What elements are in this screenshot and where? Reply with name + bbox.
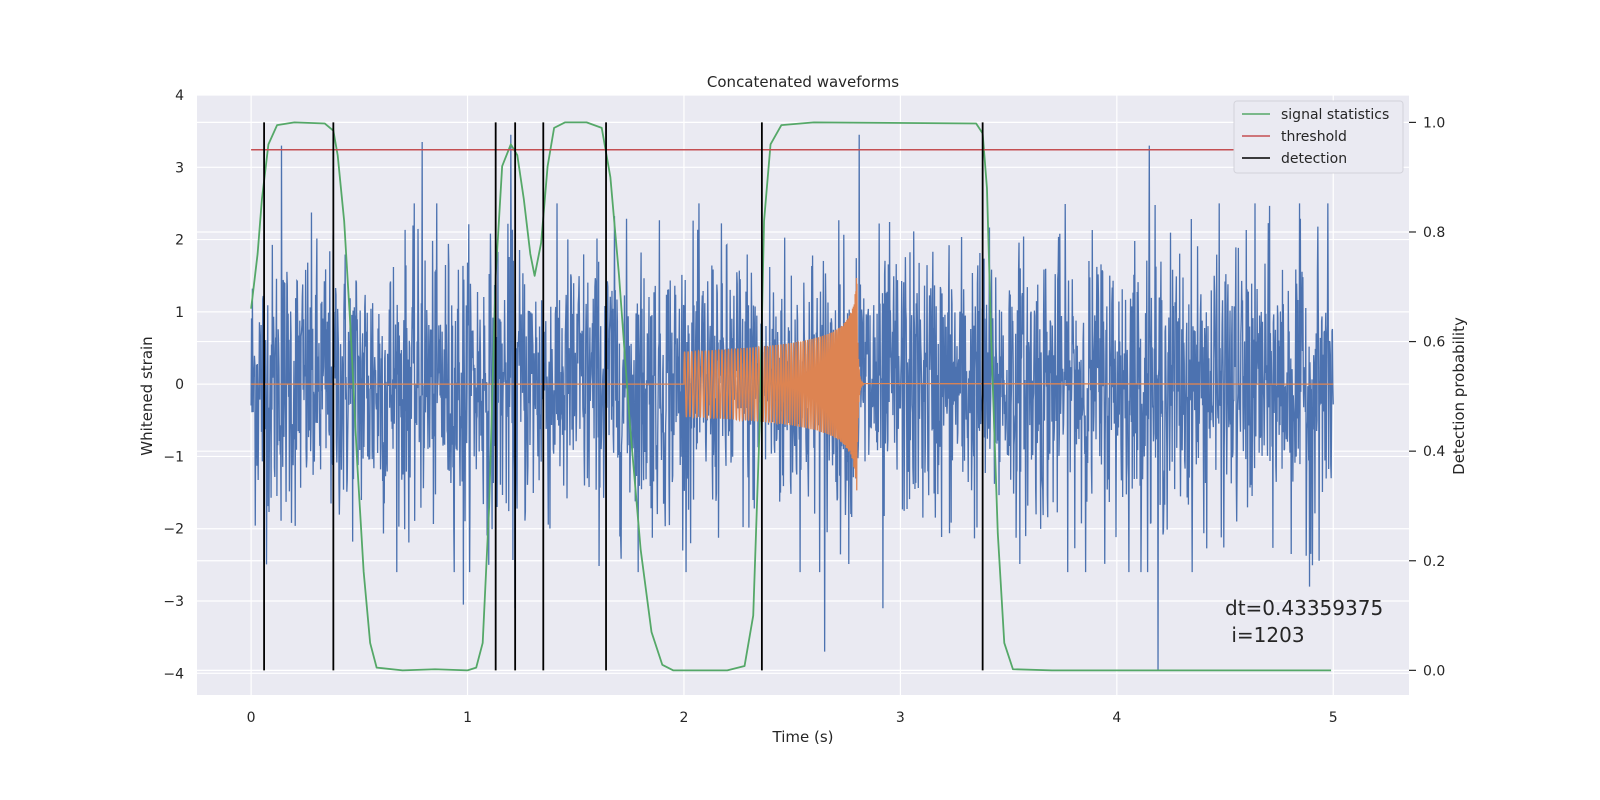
x-axis-label: Time (s) [772, 728, 834, 746]
statistic-series [250, 121, 1332, 672]
y-tick-label: 0 [175, 377, 184, 393]
y2-axis-ticks: 0.0 0.2 0.4 0.6 0.8 1.0 [1409, 115, 1445, 679]
x-tick-label: 2 [680, 710, 689, 726]
legend: signal statistics threshold detection [1233, 100, 1404, 174]
x-tick-label: 0 [247, 710, 256, 726]
signal-statistics-line [250, 121, 1332, 672]
x-axis-ticks: 0 1 2 3 4 5 [247, 710, 1338, 726]
legend-label-detection: detection [1281, 151, 1347, 167]
y-tick-label: 1 [175, 305, 184, 321]
y-tick-label: −2 [163, 522, 184, 538]
y2-tick-label: 0.4 [1423, 444, 1445, 460]
legend-label-signal-statistics: signal statistics [1281, 107, 1389, 123]
y-tick-label: 2 [175, 233, 184, 249]
x-tick-label: 3 [896, 710, 905, 726]
y2-tick-label: 1.0 [1423, 115, 1445, 131]
waveform-series [251, 277, 1334, 491]
annotation-dt: dt=0.43359375 [1225, 596, 1383, 620]
y-tick-label: −4 [163, 666, 184, 682]
x-tick-label: 1 [463, 710, 472, 726]
y2-tick-label: 0.2 [1423, 554, 1445, 570]
legend-box [1233, 100, 1404, 174]
x-tick-label: 5 [1329, 710, 1338, 726]
chart-title: Concatenated waveforms [707, 73, 899, 91]
y-axis-label: Whitened strain [138, 336, 156, 455]
y-axis-ticks: −4 −3 −2 −1 0 1 2 3 4 [163, 88, 184, 682]
y-tick-label: −3 [163, 594, 184, 610]
y-tick-label: 4 [175, 88, 184, 104]
y2-tick-label: 0.0 [1423, 663, 1445, 679]
waveform-line [251, 277, 1334, 491]
y2-axis-label: Detection probability [1450, 317, 1468, 475]
y-tick-label: 3 [175, 160, 184, 176]
detection-series [263, 122, 984, 671]
x-tick-label: 4 [1112, 710, 1121, 726]
legend-label-threshold: threshold [1281, 129, 1347, 145]
y2-tick-label: 0.6 [1423, 335, 1445, 351]
annotation-index: i=1203 [1225, 623, 1305, 647]
y2-tick-label: 0.8 [1423, 225, 1445, 241]
y-tick-label: −1 [163, 449, 184, 465]
